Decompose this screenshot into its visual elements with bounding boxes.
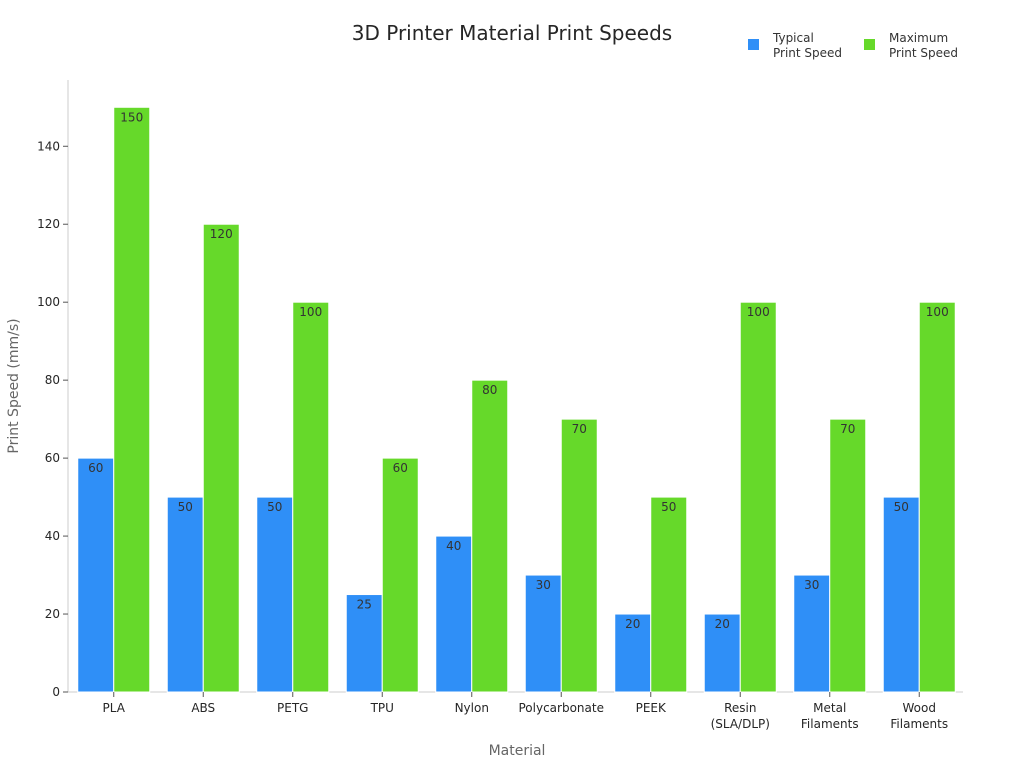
- x-tick-label: ABS: [191, 701, 215, 715]
- bar-typical: [435, 535, 473, 693]
- x-tick-label: Wood Filaments: [890, 701, 948, 731]
- data-label: 80: [482, 383, 497, 397]
- y-tick-label: 140: [37, 139, 60, 153]
- x-tick-label: TPU: [370, 701, 394, 715]
- x-tick-label: Nylon: [455, 701, 489, 715]
- y-axis-title: Print Speed (mm/s): [6, 318, 22, 453]
- bar-maximum: [381, 457, 419, 693]
- data-label: 120: [210, 227, 233, 241]
- data-label: 20: [625, 617, 640, 631]
- bar-typical: [703, 613, 741, 693]
- legend-swatch: [864, 39, 875, 50]
- bar-maximum: [650, 496, 688, 693]
- bar-maximum: [113, 106, 151, 693]
- x-tick-label: Metal Filaments: [801, 701, 859, 731]
- bar-maximum: [202, 223, 240, 693]
- x-tick-label: PLA: [103, 701, 126, 715]
- data-label: 30: [536, 578, 551, 592]
- y-tick-label: 100: [37, 295, 60, 309]
- bar-typical: [166, 496, 204, 693]
- chart-title: 3D Printer Material Print Speeds: [352, 21, 672, 45]
- data-label: 30: [804, 578, 819, 592]
- data-label: 50: [661, 500, 676, 514]
- bar-maximum: [739, 301, 777, 693]
- data-label: 150: [120, 110, 143, 124]
- y-tick-label: 60: [45, 451, 60, 465]
- bar-maximum: [292, 301, 330, 693]
- data-label: 20: [715, 617, 730, 631]
- x-tick-label: PEEK: [636, 701, 667, 715]
- y-tick-label: 0: [52, 685, 60, 699]
- data-label: 100: [747, 305, 770, 319]
- bar-typical: [524, 574, 562, 693]
- data-label: 40: [446, 539, 461, 553]
- x-tick-label: PETG: [277, 701, 308, 715]
- data-label: 25: [357, 598, 372, 612]
- data-label: 50: [894, 500, 909, 514]
- data-label: 60: [88, 461, 103, 475]
- bar-typical: [882, 496, 920, 693]
- data-label: 50: [178, 500, 193, 514]
- y-tick-label: 20: [45, 607, 60, 621]
- x-tick-label: Polycarbonate: [519, 701, 604, 715]
- legend-swatch: [748, 39, 759, 50]
- plot-area: 0 20 40 60 80 100 120 140 60 150 PLA 50 120 ABS 50 100 P…: [37, 80, 963, 731]
- data-label: 60: [393, 461, 408, 475]
- data-label: 100: [926, 305, 949, 319]
- data-label: 70: [840, 422, 855, 436]
- data-label: 70: [572, 422, 587, 436]
- bar-typical: [77, 457, 115, 693]
- bar-maximum: [918, 301, 956, 693]
- bar-typical: [793, 574, 831, 693]
- bar-maximum: [471, 379, 509, 693]
- legend-label: Typical Print Speed: [772, 31, 842, 60]
- x-axis-title: Material: [489, 743, 546, 759]
- bar-typical: [614, 613, 652, 693]
- legend: Typical Print Speed Maximum Print Speed: [748, 31, 958, 60]
- bar-maximum: [829, 418, 867, 693]
- y-tick-label: 120: [37, 217, 60, 231]
- data-label: 100: [299, 305, 322, 319]
- bar-typical: [256, 496, 294, 693]
- y-tick-label: 40: [45, 529, 60, 543]
- bar-maximum: [560, 418, 598, 693]
- data-label: 50: [267, 500, 282, 514]
- legend-label: Maximum Print Speed: [889, 31, 958, 60]
- y-tick-label: 80: [45, 373, 60, 387]
- x-tick-label: Resin (SLA/DLP): [711, 701, 770, 731]
